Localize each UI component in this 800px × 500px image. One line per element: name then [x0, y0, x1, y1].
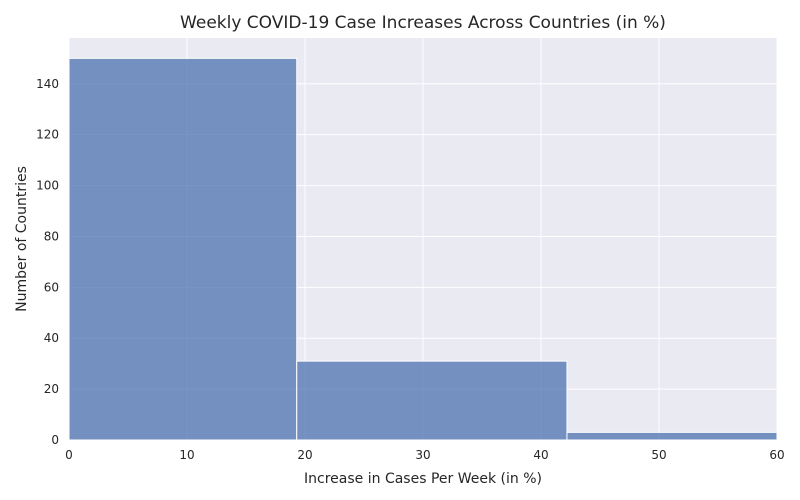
- y-tick-label: 140: [36, 77, 59, 91]
- histogram-bar: [296, 360, 568, 441]
- x-tick-label: 20: [297, 448, 312, 462]
- x-tick-label: 60: [769, 448, 784, 462]
- x-tick-label: 30: [415, 448, 430, 462]
- tick-labels: 0 10 20 30 40 50 60 0 20 40 60 80 100 120 140: [36, 77, 785, 462]
- y-tick-label: 80: [44, 229, 59, 243]
- histogram-bar: [566, 431, 778, 441]
- y-tick-label: 0: [51, 433, 59, 447]
- x-tick-label: 10: [179, 448, 194, 462]
- y-tick-label: 100: [36, 179, 59, 193]
- y-tick-label: 40: [44, 331, 59, 345]
- y-tick-label: 20: [44, 382, 59, 396]
- y-tick-label: 60: [44, 280, 59, 294]
- x-tick-label: 50: [651, 448, 666, 462]
- y-tick-label: 120: [36, 128, 59, 142]
- x-tick-label: 40: [533, 448, 548, 462]
- histogram-bar: [68, 57, 298, 441]
- bars: [68, 57, 778, 441]
- x-tick-label: 0: [65, 448, 73, 462]
- x-axis-label: Increase in Cases Per Week (in %): [304, 471, 542, 487]
- y-axis-label: Number of Countries: [14, 166, 30, 312]
- chart-title: Weekly COVID-19 Case Increases Across Co…: [180, 13, 666, 33]
